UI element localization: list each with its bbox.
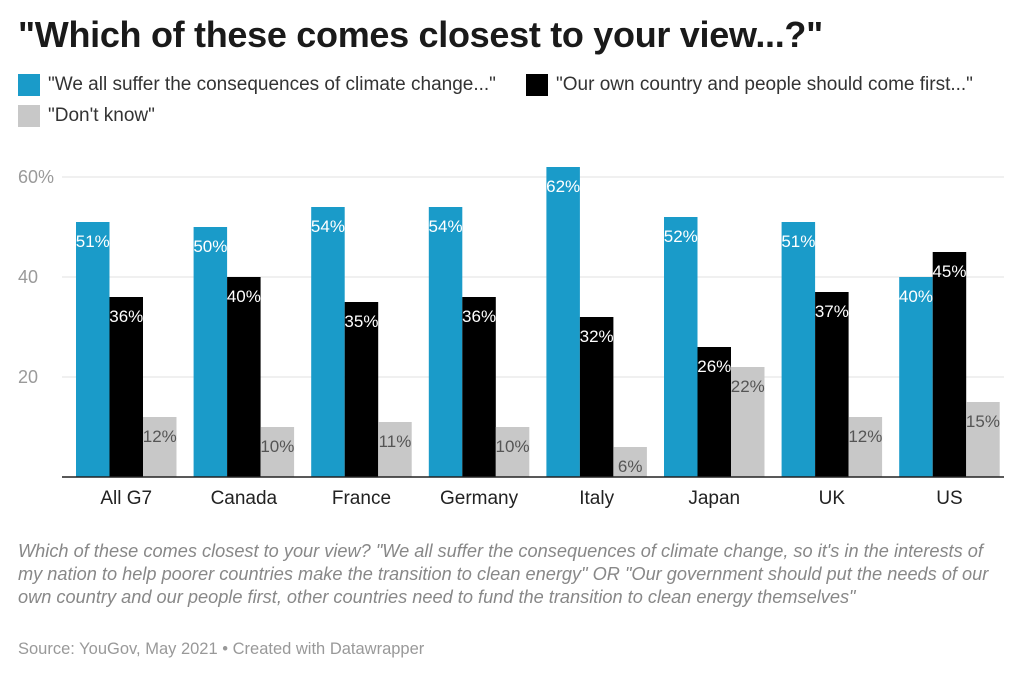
chart-notes: Which of these comes closest to your vie…	[18, 541, 989, 607]
data-label: 54%	[311, 217, 345, 236]
legend-label-dont-know: "Don't know"	[48, 105, 155, 126]
bar-dont-know	[143, 417, 177, 477]
bar-suffer	[76, 222, 110, 477]
data-label: 15%	[966, 412, 1000, 431]
y-tick-label: 20	[18, 367, 38, 387]
data-label: 40%	[899, 287, 933, 306]
x-tick-label: Japan	[688, 488, 740, 509]
bar-suffer	[193, 227, 228, 477]
chart-title: "Which of these comes closest to your vi…	[18, 14, 823, 55]
x-tick-label: France	[332, 488, 391, 509]
bar-dont-know	[378, 422, 412, 477]
legend-label-suffer: "We all suffer the consequences of clima…	[48, 74, 496, 95]
x-tick-label: Italy	[579, 488, 614, 509]
x-tick-label: UK	[819, 488, 846, 509]
data-label: 10%	[260, 437, 294, 456]
bar-dont-know	[731, 367, 765, 477]
data-label: 6%	[618, 457, 643, 476]
x-tick-label: All G7	[100, 488, 152, 509]
data-label: 45%	[932, 262, 966, 281]
data-label: 26%	[697, 357, 731, 376]
bar-suffer	[546, 167, 580, 477]
bar-suffer	[428, 207, 463, 477]
data-label: 62%	[546, 177, 580, 196]
bar-own-country	[815, 292, 849, 477]
bar-dont-know	[260, 427, 295, 477]
y-tick-label: 40	[18, 267, 38, 287]
bar-chart: 20 40 60% 51% 36% 12% All G7 50% 40% 10% Canada 54%…	[18, 167, 1004, 509]
data-label: 36%	[462, 307, 496, 326]
bar-own-country	[344, 302, 379, 477]
x-tick-label: US	[936, 488, 962, 509]
legend-swatch-suffer	[18, 74, 40, 96]
legend-item-suffer: "We all suffer the consequences of clima…	[18, 74, 496, 96]
data-label: 52%	[664, 227, 698, 246]
data-label: 32%	[580, 327, 614, 346]
legend-swatch-dont-know	[18, 105, 40, 127]
data-label: 10%	[496, 437, 530, 456]
legend-item-own-country: "Our own country and people should come …	[526, 74, 973, 96]
legend-swatch-own-country	[526, 74, 548, 96]
data-label: 36%	[109, 307, 143, 326]
data-label: 12%	[848, 427, 882, 446]
data-label: 51%	[781, 232, 815, 251]
chart-source: Source: YouGov, May 2021 • Created with …	[18, 640, 425, 658]
bar-suffer	[311, 207, 345, 477]
data-label: 51%	[76, 232, 110, 251]
bar-suffer	[781, 222, 816, 477]
x-tick-label: Canada	[211, 488, 278, 509]
data-label: 50%	[193, 237, 227, 256]
legend-label-own-country: "Our own country and people should come …	[556, 74, 973, 95]
y-tick-label: 60%	[18, 167, 54, 187]
bar-dont-know	[495, 427, 530, 477]
bar-own-country	[227, 277, 261, 477]
bar-dont-know	[848, 417, 883, 477]
data-label: 40%	[227, 287, 261, 306]
bar-own-country	[579, 317, 614, 477]
data-label: 54%	[429, 217, 463, 236]
bar-own-country	[109, 297, 143, 477]
bar-suffer	[899, 277, 933, 477]
bar-dont-know	[613, 447, 647, 477]
data-label: 37%	[815, 302, 849, 321]
bar-dont-know	[966, 402, 1000, 477]
data-label: 35%	[344, 312, 378, 331]
bar-own-country	[697, 347, 731, 477]
x-tick-label: Germany	[440, 488, 519, 509]
bar-suffer	[664, 217, 698, 477]
data-label: 12%	[143, 427, 177, 446]
legend-item-dont-know: "Don't know"	[18, 105, 155, 127]
bar-own-country	[462, 297, 496, 477]
data-label: 11%	[379, 432, 412, 451]
bar-own-country	[932, 252, 967, 477]
data-label: 22%	[731, 377, 765, 396]
